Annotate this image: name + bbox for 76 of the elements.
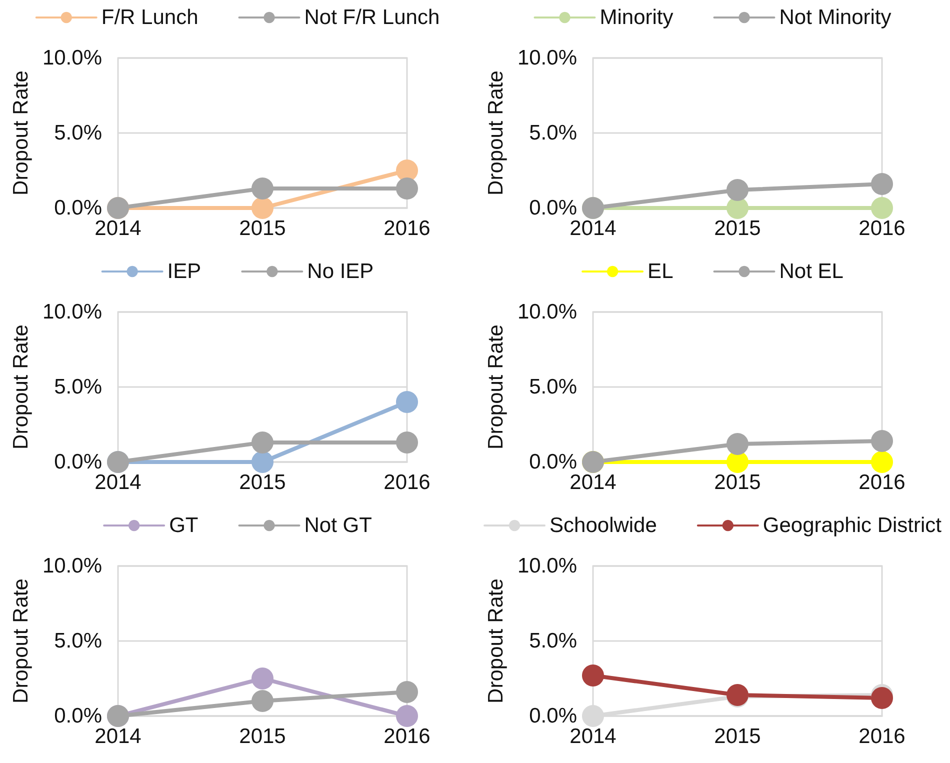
y-tick-label: 0.0% bbox=[54, 704, 102, 728]
point bbox=[396, 432, 418, 454]
legend-label: EL bbox=[648, 260, 674, 283]
point bbox=[396, 391, 418, 413]
y-tick-label: 0.0% bbox=[54, 196, 102, 220]
legend-label: Not Minority bbox=[779, 6, 892, 29]
point bbox=[252, 690, 274, 712]
point bbox=[871, 451, 893, 473]
legend-label: Not F/R Lunch bbox=[304, 6, 440, 29]
x-tick-label: 2016 bbox=[384, 217, 430, 240]
x-tick-label: 2015 bbox=[714, 725, 761, 748]
legend-label: F/R Lunch bbox=[101, 6, 198, 29]
x-tick-label: 2014 bbox=[570, 217, 617, 240]
y-axis-title: Dropout Rate bbox=[10, 578, 33, 704]
point bbox=[252, 197, 274, 219]
point bbox=[396, 160, 418, 182]
y-tick-label: 5.0% bbox=[529, 376, 577, 398]
x-tick-label: 2014 bbox=[570, 471, 617, 494]
point bbox=[252, 432, 274, 454]
x-tick-label: 2016 bbox=[858, 217, 906, 240]
y-axis-title: Dropout Rate bbox=[484, 70, 508, 196]
x-tick-label: 2015 bbox=[239, 217, 286, 240]
x-tick-label: 2016 bbox=[384, 725, 430, 748]
legend-label: IEP bbox=[167, 260, 202, 283]
y-tick-label: 10.0% bbox=[42, 554, 102, 578]
point bbox=[252, 668, 274, 690]
y-tick-label: 10.0% bbox=[517, 300, 577, 324]
x-tick-label: 2014 bbox=[570, 725, 617, 748]
point bbox=[871, 430, 893, 452]
y-tick-label: 0.0% bbox=[54, 450, 102, 474]
y-tick-label: 5.0% bbox=[54, 630, 102, 652]
point bbox=[396, 178, 418, 200]
legend-label: Minority bbox=[600, 6, 674, 29]
point bbox=[396, 681, 418, 703]
point bbox=[726, 197, 748, 219]
y-axis-title: Dropout Rate bbox=[10, 70, 33, 196]
legend-label: No IEP bbox=[307, 260, 374, 283]
x-tick-label: 2016 bbox=[858, 471, 906, 494]
legend-label: Not EL bbox=[779, 260, 844, 283]
point bbox=[871, 173, 893, 195]
point bbox=[871, 197, 893, 219]
y-tick-label: 10.0% bbox=[517, 46, 577, 70]
point bbox=[252, 178, 274, 200]
y-tick-label: 5.0% bbox=[529, 630, 577, 652]
y-tick-label: 5.0% bbox=[529, 122, 577, 144]
x-tick-label: 2014 bbox=[94, 471, 142, 494]
y-axis-title: Dropout Rate bbox=[484, 324, 508, 450]
y-tick-label: 0.0% bbox=[529, 450, 577, 474]
x-tick-label: 2015 bbox=[239, 725, 286, 748]
point bbox=[726, 433, 748, 455]
y-axis-title: Dropout Rate bbox=[484, 578, 508, 704]
x-tick-label: 2016 bbox=[858, 725, 906, 748]
legend-label: Geographic District bbox=[762, 514, 942, 537]
y-tick-label: 10.0% bbox=[517, 554, 577, 578]
x-tick-label: 2016 bbox=[384, 471, 430, 494]
legend-label: GT bbox=[169, 514, 198, 537]
y-tick-label: 10.0% bbox=[42, 300, 102, 324]
y-tick-label: 0.0% bbox=[529, 196, 577, 220]
point bbox=[252, 451, 274, 473]
y-tick-label: 0.0% bbox=[529, 704, 577, 728]
point bbox=[726, 451, 748, 473]
x-tick-label: 2015 bbox=[714, 471, 761, 494]
point bbox=[726, 179, 748, 201]
legend-label: Not GT bbox=[304, 514, 372, 537]
y-tick-label: 10.0% bbox=[42, 46, 102, 70]
y-tick-label: 5.0% bbox=[54, 376, 102, 398]
point bbox=[582, 664, 604, 686]
y-tick-label: 5.0% bbox=[54, 122, 102, 144]
legend-label: Schoolwide bbox=[550, 514, 657, 537]
x-tick-label: 2014 bbox=[94, 217, 142, 240]
point bbox=[396, 705, 418, 727]
x-tick-label: 2015 bbox=[239, 471, 286, 494]
y-axis-title: Dropout Rate bbox=[10, 324, 33, 450]
x-tick-label: 2015 bbox=[714, 217, 761, 240]
point bbox=[582, 705, 604, 727]
x-tick-label: 2014 bbox=[94, 725, 142, 748]
